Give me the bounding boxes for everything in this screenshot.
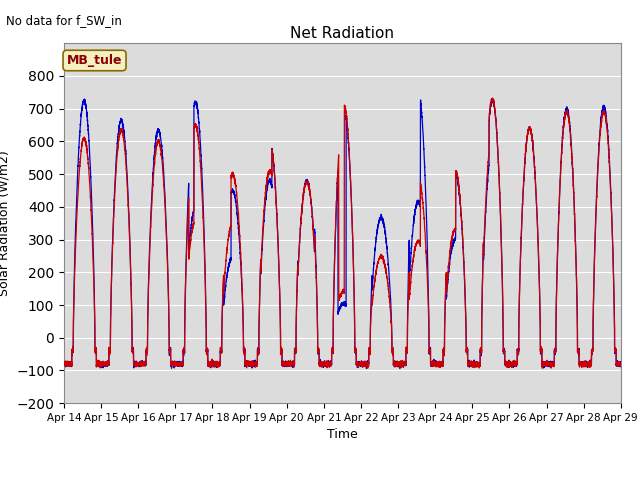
X-axis label: Time: Time xyxy=(327,429,358,442)
Text: MB_tule: MB_tule xyxy=(67,54,122,67)
Y-axis label: Solar Radiation (W/m2): Solar Radiation (W/m2) xyxy=(0,150,11,296)
Title: Net Radiation: Net Radiation xyxy=(291,25,394,41)
Text: No data for f_SW_in: No data for f_SW_in xyxy=(6,14,122,27)
